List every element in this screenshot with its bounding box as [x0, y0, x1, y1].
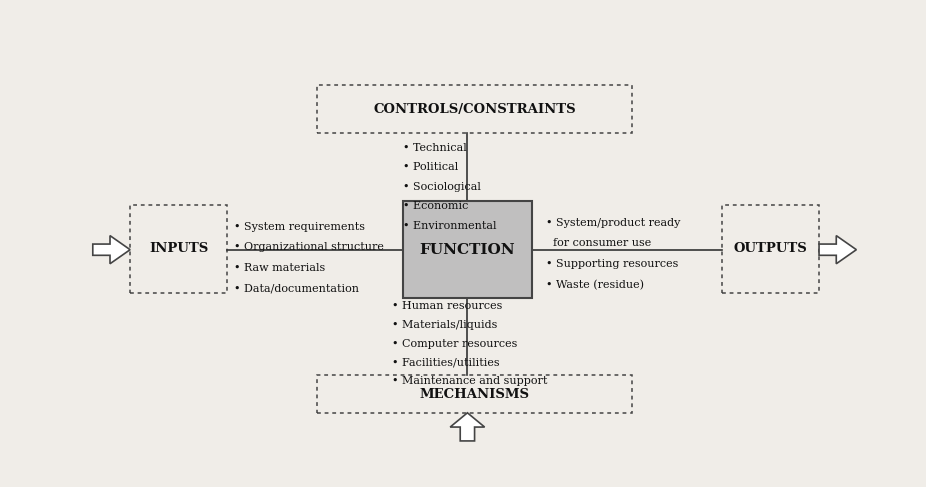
Text: • Environmental: • Environmental	[403, 221, 496, 231]
Text: • Materials/liquids: • Materials/liquids	[392, 320, 497, 330]
Text: • Economic: • Economic	[403, 201, 469, 211]
Text: MECHANISMS: MECHANISMS	[419, 388, 530, 400]
Polygon shape	[93, 236, 130, 264]
Bar	[317, 85, 632, 133]
Text: CONTROLS/CONSTRAINTS: CONTROLS/CONSTRAINTS	[373, 103, 576, 115]
Text: for consumer use: for consumer use	[546, 239, 652, 248]
Polygon shape	[450, 413, 484, 441]
Bar	[403, 201, 532, 299]
Bar	[130, 205, 227, 293]
Text: • Data/documentation: • Data/documentation	[234, 283, 359, 294]
Text: • Human resources: • Human resources	[392, 301, 503, 311]
Text: • Waste (residue): • Waste (residue)	[546, 280, 644, 290]
Text: • Technical: • Technical	[403, 143, 467, 153]
Text: • Political: • Political	[403, 162, 458, 172]
Text: • Maintenance and support: • Maintenance and support	[392, 376, 547, 386]
Text: • Facilities/utilities: • Facilities/utilities	[392, 357, 500, 368]
Bar	[317, 375, 632, 413]
Text: INPUTS: INPUTS	[149, 242, 208, 255]
Text: • Supporting resources: • Supporting resources	[546, 259, 679, 269]
Text: OUTPUTS: OUTPUTS	[733, 242, 807, 255]
Text: • Sociological: • Sociological	[403, 182, 481, 192]
Text: • Raw materials: • Raw materials	[234, 263, 325, 273]
Polygon shape	[819, 236, 857, 264]
Text: • Computer resources: • Computer resources	[392, 339, 518, 349]
Text: • System requirements: • System requirements	[234, 222, 365, 231]
Text: • Organizational structure: • Organizational structure	[234, 242, 384, 252]
Text: FUNCTION: FUNCTION	[419, 243, 515, 257]
Bar	[722, 205, 819, 293]
Text: • System/product ready: • System/product ready	[546, 218, 681, 228]
